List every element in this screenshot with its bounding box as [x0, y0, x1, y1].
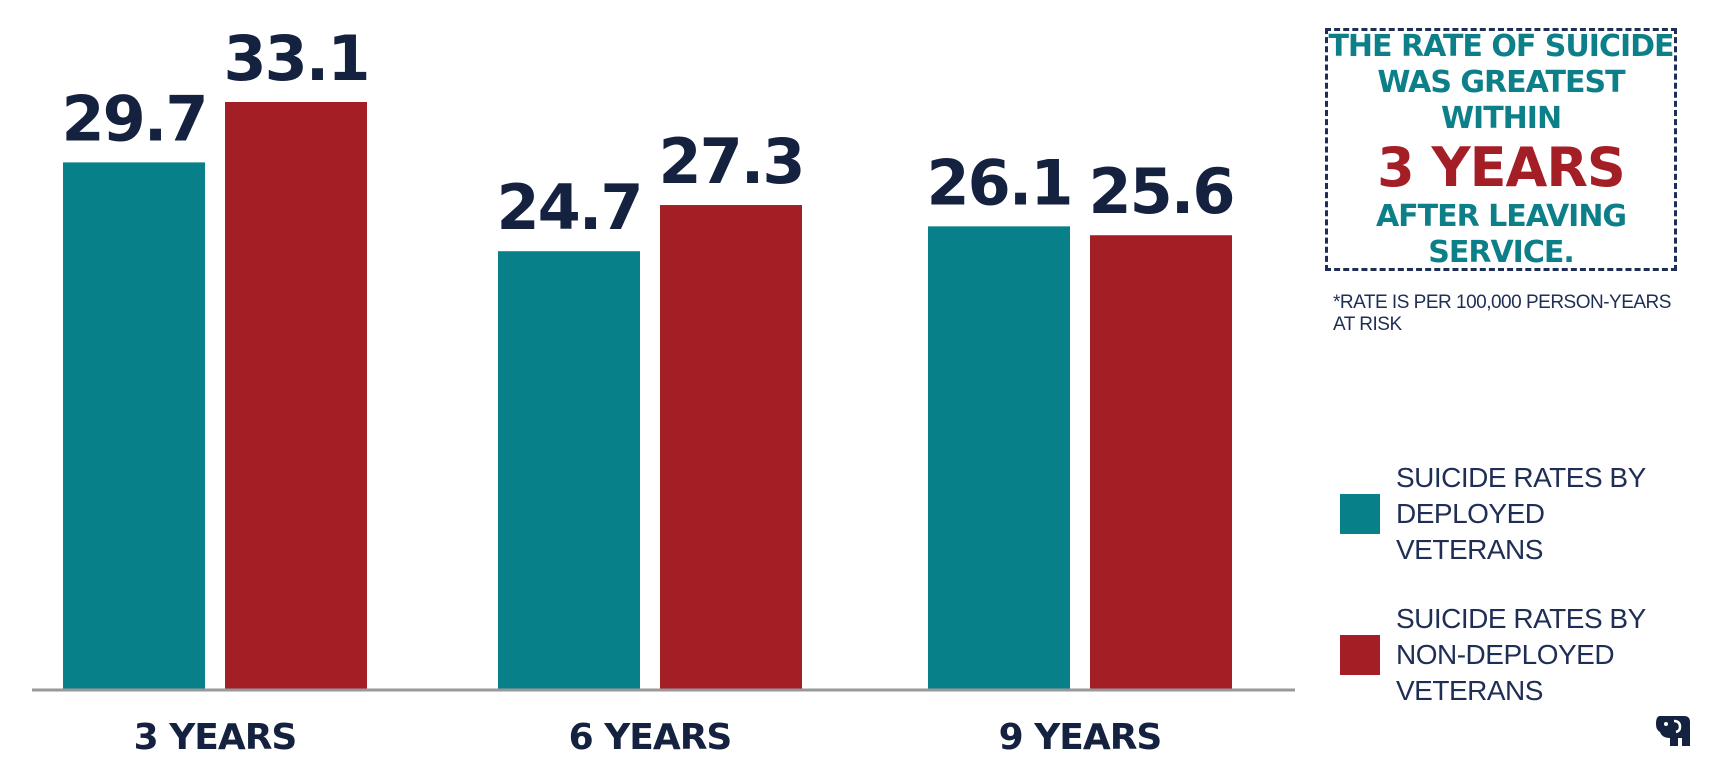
- legend-item-deployed: SUICIDE RATES BY DEPLOYED VETERANS: [1340, 460, 1696, 568]
- legend-label-non-deployed-line2: NON-DEPLOYED VETERANS: [1396, 639, 1615, 706]
- legend-swatch-deployed: [1340, 494, 1380, 534]
- legend-label-non-deployed-line1: SUICIDE RATES BY: [1396, 603, 1646, 634]
- category-label-3: 9 YEARS: [999, 717, 1162, 758]
- elephant-logo-icon: [1656, 716, 1690, 746]
- legend-label-deployed-line1: SUICIDE RATES BY: [1396, 462, 1646, 493]
- legend-swatch-non-deployed: [1340, 635, 1380, 675]
- bar-non-deployed-1: [225, 102, 367, 690]
- bar-deployed-2: [498, 251, 640, 690]
- footnote: *RATE IS PER 100,000 PERSON-YEARS AT RIS…: [1333, 292, 1671, 335]
- bar-deployed-1: [63, 162, 205, 690]
- value-label-non-deployed-3: 25.6: [1089, 155, 1234, 228]
- value-labels-group: 29.733.1 24.727.3 26.1 25.6: [62, 22, 1236, 244]
- legend-label-deployed: SUICIDE RATES BY DEPLOYED VETERANS: [1396, 460, 1696, 568]
- callout-emphasis: 3 YEARS: [1377, 135, 1626, 199]
- callout-line-2: WAS GREATEST WITHIN: [1377, 64, 1625, 136]
- legend-item-non-deployed: SUICIDE RATES BY NON-DEPLOYED VETERANS: [1340, 601, 1696, 709]
- bar-deployed-3: [928, 226, 1070, 690]
- legend-label-deployed-line2: DEPLOYED VETERANS: [1396, 498, 1545, 565]
- value-label-deployed-1: 29.7: [62, 82, 207, 155]
- legend: SUICIDE RATES BY DEPLOYED VETERANS SUICI…: [1340, 460, 1696, 742]
- value-label-non-deployed-2: 27.3: [659, 125, 804, 198]
- callout-box: THE RATE OF SUICIDE WAS GREATEST WITHIN …: [1325, 28, 1677, 271]
- bar-non-deployed-3: [1090, 235, 1232, 690]
- legend-label-non-deployed: SUICIDE RATES BY NON-DEPLOYED VETERANS: [1396, 601, 1696, 709]
- value-label-deployed-2: 24.7: [497, 171, 642, 244]
- bar-non-deployed-2: [660, 205, 802, 690]
- category-labels-group: 3 YEARS 6 YEARS 9 YEARS: [134, 717, 1163, 758]
- category-label-2: 6 YEARS: [569, 717, 732, 758]
- bars-group: [63, 102, 1232, 690]
- callout-line-1: THE RATE OF SUICIDE: [1328, 28, 1674, 64]
- bar-chart: 29.733.1 24.727.3 26.1 25.6 3 YEARS 6 YEARS 9…: [32, 22, 1295, 758]
- value-label-deployed-3: 26.1: [927, 146, 1072, 219]
- value-label-non-deployed-1: 33.1: [224, 22, 369, 95]
- callout-line-3: AFTER LEAVING SERVICE.: [1375, 198, 1627, 270]
- category-label-1: 3 YEARS: [134, 717, 297, 758]
